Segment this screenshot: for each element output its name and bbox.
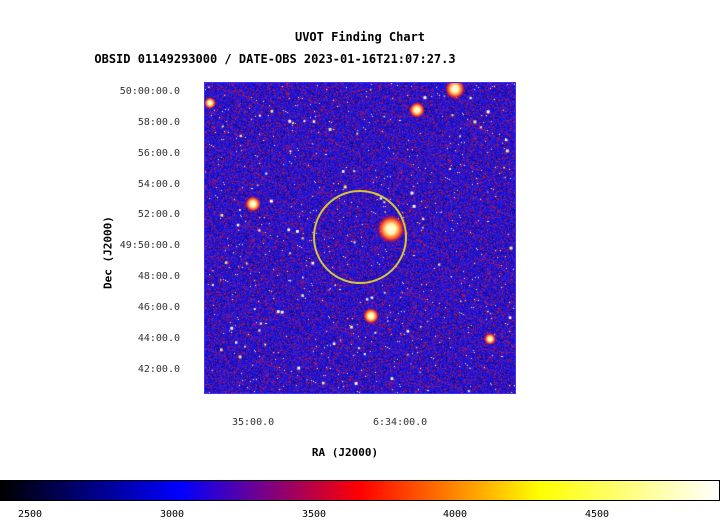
dec-tick: 52:00.0 (137, 209, 180, 220)
colorbar-tick: 4000 (442, 509, 468, 520)
dec-tick: 56:00.0 (137, 148, 180, 159)
chart-title: UVOT Finding Chart (294, 30, 426, 44)
y-axis-label: Dec (J2000) (101, 216, 115, 289)
dec-tick: 46:00.0 (137, 302, 180, 313)
dec-tick: 48:00.0 (137, 271, 180, 282)
dec-tick: 58:00.0 (137, 117, 180, 128)
dec-tick: 50:00:00.0 (119, 86, 180, 97)
x-axis-label: RA (J2000) (311, 446, 379, 459)
colorbar-tick: 4500 (584, 509, 610, 520)
dec-tick: 44:00.0 (137, 333, 180, 344)
ra-tick: 35:00.0 (232, 417, 275, 428)
dec-tick: 42:00.0 (137, 364, 180, 375)
ra-tick: 6:34:00.0 (373, 417, 428, 428)
sky-image-panel[interactable] (204, 82, 516, 394)
colorbar-tick: 3500 (301, 509, 327, 520)
dec-tick: 54:00.0 (137, 179, 180, 190)
chart-subtitle: OBSID 01149293000 / DATE-OBS 2023-01-16T… (94, 52, 456, 66)
colorbar-tick: 3000 (159, 509, 185, 520)
colorbar-tick: 2500 (17, 509, 43, 520)
colorbar (0, 480, 720, 501)
dec-tick: 49:50:00.0 (119, 240, 180, 251)
source-region-circle (313, 190, 407, 284)
